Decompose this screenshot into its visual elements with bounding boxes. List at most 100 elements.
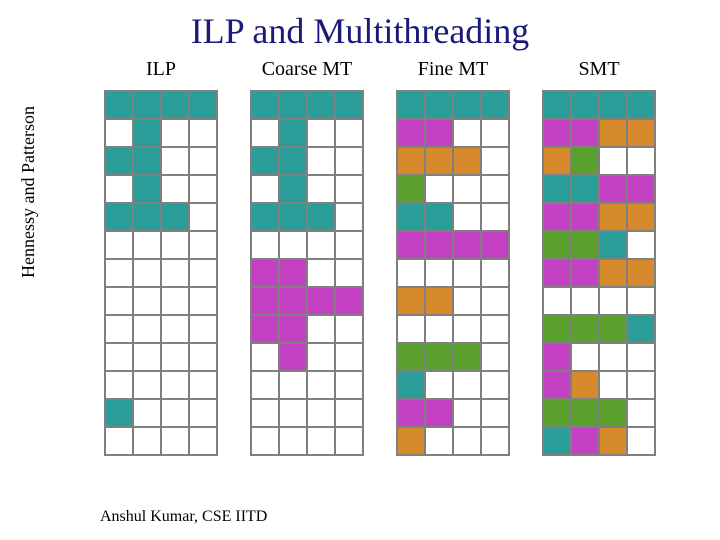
grid-row	[105, 427, 217, 455]
grid-cell	[453, 315, 481, 343]
grid-cell	[251, 147, 279, 175]
grid-cell	[481, 259, 509, 287]
grid-cell	[335, 371, 363, 399]
grid-cell	[279, 175, 307, 203]
grid-cell	[251, 343, 279, 371]
grid-cell	[599, 119, 627, 147]
grid-cell	[307, 259, 335, 287]
grid-cell	[425, 371, 453, 399]
grid-cell	[425, 399, 453, 427]
grid-cell	[571, 231, 599, 259]
grid-row	[543, 287, 655, 315]
grid-cell	[543, 343, 571, 371]
grid-cell	[571, 427, 599, 455]
grid-cell	[627, 231, 655, 259]
grid-cell	[335, 175, 363, 203]
grid-cell	[543, 91, 571, 119]
grid-cell	[105, 231, 133, 259]
grid-row	[251, 371, 363, 399]
grid-row	[543, 91, 655, 119]
grid-cell	[481, 315, 509, 343]
grid-cell	[599, 203, 627, 231]
issue-slot-grid	[396, 90, 510, 456]
grid-cell	[571, 287, 599, 315]
grid-cell	[335, 231, 363, 259]
grid-cell	[189, 147, 217, 175]
grid-cell	[543, 147, 571, 175]
grid-cell	[189, 259, 217, 287]
grid-cell	[397, 203, 425, 231]
grid-cell	[627, 371, 655, 399]
grid-cell	[189, 287, 217, 315]
grid-cell	[481, 147, 509, 175]
grid-cell	[599, 147, 627, 175]
grid-cell	[251, 203, 279, 231]
issue-slot-grid	[542, 90, 656, 456]
grid-cell	[425, 175, 453, 203]
footer-credit: Anshul Kumar, CSE IITD	[100, 508, 267, 526]
grid-cell	[599, 427, 627, 455]
grid-cell	[627, 91, 655, 119]
grid-cell	[189, 91, 217, 119]
grid-cell	[627, 427, 655, 455]
grid-cell	[397, 231, 425, 259]
grid-cell	[335, 259, 363, 287]
grid-cell	[133, 343, 161, 371]
grid-cell	[397, 343, 425, 371]
grid-cell	[161, 427, 189, 455]
grid-cell	[543, 175, 571, 203]
grid-cell	[279, 91, 307, 119]
grid-cell	[161, 371, 189, 399]
content-area: Hennessy and Patterson ILPCoarse MTFine …	[0, 58, 720, 456]
grid-row	[251, 315, 363, 343]
grid-label: ILP	[146, 58, 176, 82]
grid-cell	[251, 259, 279, 287]
grid-cell	[425, 231, 453, 259]
grids-container: ILPCoarse MTFine MTSMT	[88, 58, 672, 456]
grid-cell	[543, 427, 571, 455]
grid-cell	[105, 371, 133, 399]
grid-cell	[627, 343, 655, 371]
grid-cell	[105, 91, 133, 119]
grid-row	[543, 119, 655, 147]
grid-cell	[161, 147, 189, 175]
grid-cell	[571, 175, 599, 203]
grid-cell	[251, 399, 279, 427]
grid-cell	[335, 399, 363, 427]
grid-cell	[627, 315, 655, 343]
grid-row	[397, 231, 509, 259]
grid-label: SMT	[578, 58, 619, 82]
grid-row	[251, 343, 363, 371]
grid-cell	[599, 343, 627, 371]
grid-row	[397, 203, 509, 231]
grid-cell	[599, 175, 627, 203]
grid-cell	[481, 371, 509, 399]
grid-row	[543, 343, 655, 371]
grid-label: Coarse MT	[262, 58, 353, 82]
grid-row	[105, 343, 217, 371]
grid-cell	[453, 287, 481, 315]
grid-cell	[425, 119, 453, 147]
grid-cell	[453, 231, 481, 259]
grid-cell	[453, 371, 481, 399]
grid-cell	[105, 315, 133, 343]
grid-cell	[335, 343, 363, 371]
grid-cell	[189, 175, 217, 203]
grid-cell	[453, 259, 481, 287]
grid-cell	[161, 175, 189, 203]
grid-cell	[133, 119, 161, 147]
grid-cell	[599, 287, 627, 315]
grid-cell	[161, 399, 189, 427]
grid-row	[251, 91, 363, 119]
grid-cell	[599, 371, 627, 399]
grid-cell	[397, 287, 425, 315]
grid-cell	[133, 147, 161, 175]
grid-cell	[599, 315, 627, 343]
grid-cell	[453, 203, 481, 231]
grid-cell	[105, 147, 133, 175]
grid-cell	[571, 91, 599, 119]
grid-cell	[161, 203, 189, 231]
grid-row	[251, 427, 363, 455]
grid-cell	[481, 231, 509, 259]
grid-cell	[599, 91, 627, 119]
